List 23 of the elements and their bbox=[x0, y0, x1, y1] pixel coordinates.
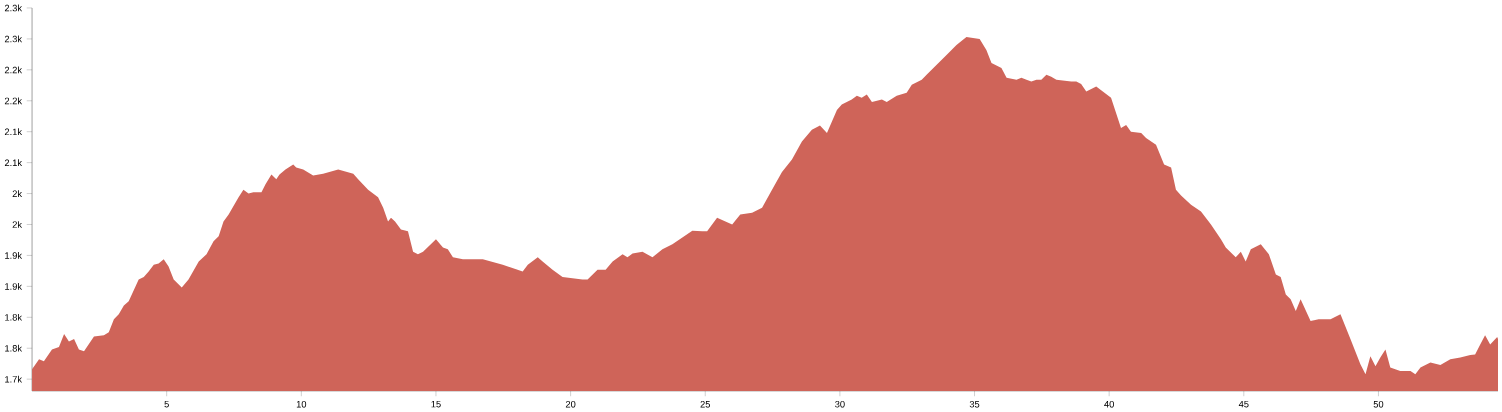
x-tick-label: 5 bbox=[164, 400, 169, 408]
x-tick-label: 35 bbox=[969, 400, 980, 408]
x-tick-label: 20 bbox=[565, 400, 576, 408]
x-tick-label: 10 bbox=[296, 400, 307, 408]
y-tick-label: 2.1k bbox=[4, 159, 23, 167]
y-tick-label: 2.2k bbox=[4, 97, 23, 105]
y-tick-label: 2.2k bbox=[4, 66, 23, 74]
y-tick-label: 1.7k bbox=[5, 375, 23, 383]
x-tick-label: 25 bbox=[700, 400, 711, 408]
x-tick-label: 50 bbox=[1373, 400, 1384, 408]
y-tick-label: 1.9k bbox=[5, 252, 23, 259]
y-tick-label: 2k bbox=[12, 221, 23, 228]
y-tick-label: 2.3k bbox=[4, 4, 23, 12]
y-tick-label: 2.1k bbox=[4, 128, 23, 136]
x-tick-label: 30 bbox=[835, 400, 845, 408]
y-tick-label: 1.8k bbox=[5, 344, 23, 352]
y-tick-label: 1.8k bbox=[5, 313, 23, 321]
x-tick-label: 45 bbox=[1238, 400, 1249, 408]
y-tick-label: 1.9k bbox=[5, 282, 23, 290]
x-tick-label: 40 bbox=[1104, 400, 1114, 408]
y-tick-label: 2.3k bbox=[4, 35, 23, 43]
x-tick-label: 15 bbox=[431, 400, 441, 408]
y-tick-label: 2k bbox=[12, 190, 23, 197]
